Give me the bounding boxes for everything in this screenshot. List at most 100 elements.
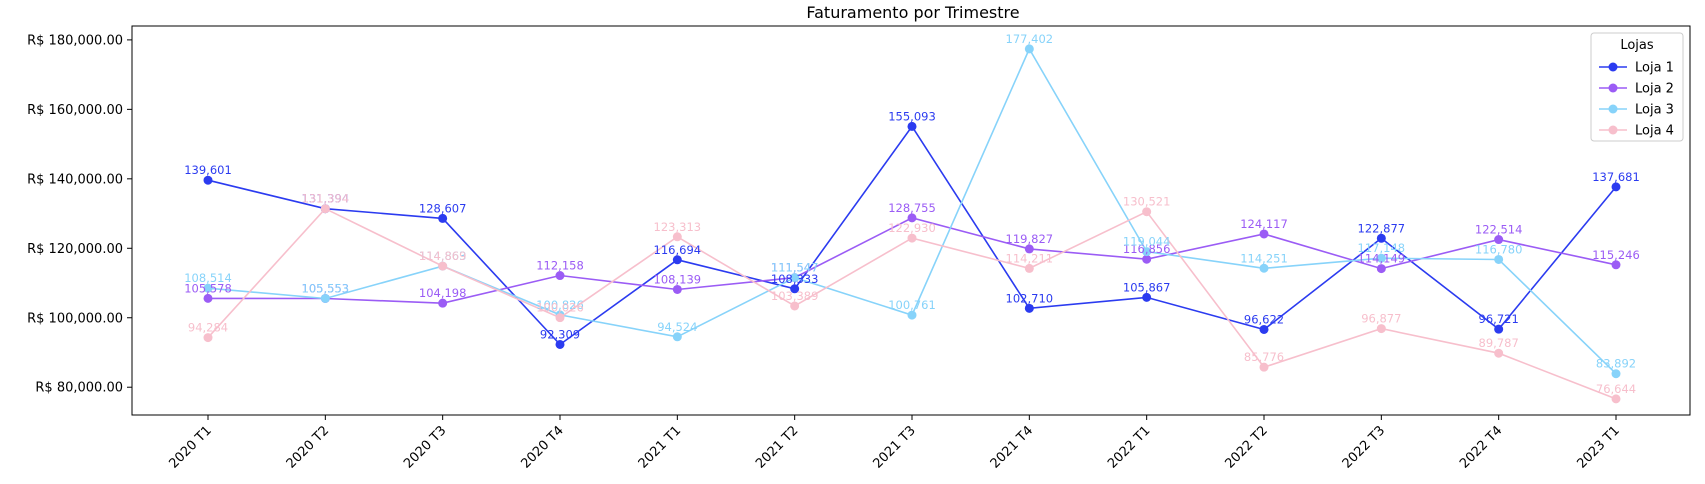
data-point[interactable] xyxy=(907,121,917,131)
data-point[interactable] xyxy=(1376,233,1386,243)
data-point[interactable] xyxy=(1494,348,1504,358)
data-label: 123,313 xyxy=(654,220,702,234)
data-label: 114,149 xyxy=(1358,252,1406,266)
data-point[interactable] xyxy=(1376,264,1386,274)
x-tick-label: 2021 T2 xyxy=(753,423,801,471)
data-point[interactable] xyxy=(790,284,800,294)
data-point[interactable] xyxy=(555,339,565,349)
series-layer xyxy=(203,44,1621,404)
legend-swatch-marker xyxy=(1608,104,1618,114)
x-tick-label: 2020 T1 xyxy=(166,423,214,471)
data-point[interactable] xyxy=(1376,253,1386,263)
data-point[interactable] xyxy=(203,283,213,293)
data-point[interactable] xyxy=(203,175,213,185)
legend-label: Loja 1 xyxy=(1635,61,1674,76)
data-point[interactable] xyxy=(438,261,448,271)
data-label: 96,877 xyxy=(1361,312,1401,326)
y-tick-label: R$ 180,000.00 xyxy=(27,33,123,48)
data-label: 115,246 xyxy=(1592,248,1640,262)
data-point[interactable] xyxy=(1024,303,1034,313)
legend[interactable]: Lojas Loja 1 Loja 2 Loja 3 Loja 4 xyxy=(1590,32,1684,142)
data-point[interactable] xyxy=(320,293,330,303)
data-label: 104,198 xyxy=(419,286,467,300)
data-label: 122,877 xyxy=(1358,221,1406,235)
data-point[interactable] xyxy=(1259,229,1269,239)
data-point[interactable] xyxy=(1142,207,1152,217)
data-label: 137,681 xyxy=(1592,170,1640,184)
data-label: 76,644 xyxy=(1596,382,1636,396)
data-point[interactable] xyxy=(672,255,682,265)
data-label: 130,521 xyxy=(1123,195,1171,209)
data-point[interactable] xyxy=(1611,182,1621,192)
data-point[interactable] xyxy=(1376,324,1386,334)
data-point[interactable] xyxy=(1494,254,1504,264)
data-point[interactable] xyxy=(790,273,800,283)
data-point[interactable] xyxy=(320,204,330,214)
data-label: 114,251 xyxy=(1240,251,1288,265)
data-point[interactable] xyxy=(1259,324,1269,334)
legend-item-loja-4[interactable]: Loja 4 xyxy=(1599,124,1674,139)
legend-item-loja-1[interactable]: Loja 1 xyxy=(1599,61,1674,76)
x-tick-label: 2022 T2 xyxy=(1222,423,1270,471)
y-tick-label: R$ 160,000.00 xyxy=(27,103,123,118)
legend-item-loja-3[interactable]: Loja 3 xyxy=(1599,103,1674,118)
data-point[interactable] xyxy=(438,298,448,308)
data-point[interactable] xyxy=(1259,263,1269,273)
series-loja-4 xyxy=(203,204,1621,404)
data-point[interactable] xyxy=(907,233,917,243)
data-label: 119,044 xyxy=(1123,235,1171,249)
x-tick-label: 2021 T4 xyxy=(988,423,1036,471)
data-label: 96,622 xyxy=(1244,312,1284,326)
data-point[interactable] xyxy=(1611,394,1621,404)
data-label: 105,578 xyxy=(184,281,232,295)
data-point[interactable] xyxy=(555,313,565,323)
data-point[interactable] xyxy=(203,293,213,303)
data-point[interactable] xyxy=(1142,292,1152,302)
data-point[interactable] xyxy=(672,284,682,294)
axes: R$ 80,000.00 R$ 100,000.00 R$ 120,000.00 R$… xyxy=(27,25,1691,472)
data-point[interactable] xyxy=(790,301,800,311)
data-label: 128,755 xyxy=(888,201,936,215)
data-point[interactable] xyxy=(1024,44,1034,54)
data-label: 108,514 xyxy=(184,271,232,285)
data-point[interactable] xyxy=(1611,369,1621,379)
y-tick-label: R$ 80,000.00 xyxy=(35,381,123,396)
data-point[interactable] xyxy=(907,310,917,320)
data-point[interactable] xyxy=(203,333,213,343)
data-label: 94,284 xyxy=(188,321,228,335)
data-point[interactable] xyxy=(1142,247,1152,257)
data-point[interactable] xyxy=(1494,235,1504,245)
x-tick-label: 2020 T3 xyxy=(401,423,449,471)
data-point[interactable] xyxy=(555,271,565,281)
chart-title: Faturamento por Trimestre xyxy=(806,3,1019,22)
legend-label: Loja 4 xyxy=(1635,124,1674,139)
data-point[interactable] xyxy=(1024,244,1034,254)
data-point[interactable] xyxy=(1024,263,1034,273)
data-point[interactable] xyxy=(672,332,682,342)
x-tick-label: 2020 T4 xyxy=(518,423,566,471)
data-label: 112,158 xyxy=(536,259,584,273)
data-label: 119,827 xyxy=(1006,232,1054,246)
data-point[interactable] xyxy=(1611,260,1621,270)
data-point[interactable] xyxy=(1142,254,1152,264)
data-point[interactable] xyxy=(907,213,917,223)
legend-label: Loja 3 xyxy=(1635,103,1674,118)
data-label: 122,930 xyxy=(888,221,936,235)
data-label: 100,026 xyxy=(536,301,584,315)
x-tick-label: 2022 T1 xyxy=(1105,423,1153,471)
data-label: 94,524 xyxy=(657,320,697,334)
y-tick-label: R$ 100,000.00 xyxy=(27,311,123,326)
data-label: 122,514 xyxy=(1475,223,1523,237)
data-label: 108,139 xyxy=(654,272,702,286)
x-tick-label: 2020 T2 xyxy=(284,423,332,471)
plot-frame xyxy=(131,25,1691,416)
legend-item-loja-2[interactable]: Loja 2 xyxy=(1599,82,1674,97)
data-point[interactable] xyxy=(1494,324,1504,334)
y-tick-label: R$ 120,000.00 xyxy=(27,242,123,257)
data-point[interactable] xyxy=(672,232,682,242)
data-point[interactable] xyxy=(438,213,448,223)
data-label: 100,761 xyxy=(888,298,936,312)
data-point[interactable] xyxy=(1259,362,1269,372)
